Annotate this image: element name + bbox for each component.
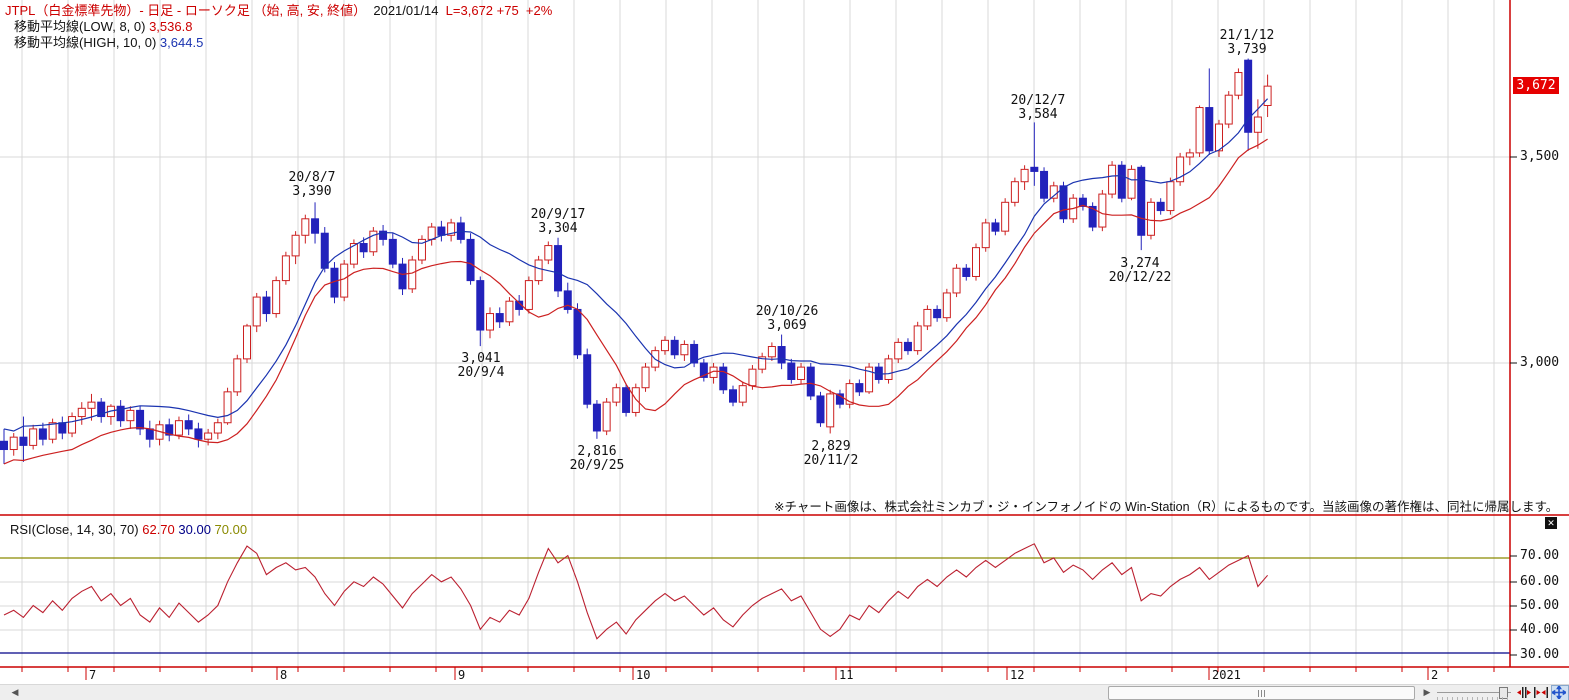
price-annotation: 21/1/12 3,739 (1220, 28, 1275, 57)
ma-low-value: 3,536.8 (149, 19, 193, 34)
quote-summary: L=3,672 +75 +2% (445, 3, 553, 18)
ma-high-legend: 移動平均線(HIGH, 10, 0) 3,644.5 (14, 35, 203, 51)
month-label: 2 (1431, 668, 1439, 682)
ma-high-value: 3,644.5 (159, 35, 204, 50)
scroll-right-icon[interactable]: ▶ (1423, 687, 1431, 697)
rsi-close-icon[interactable]: ✕ (1545, 517, 1557, 529)
chart-title-bar: JTPL（白金標準先物）- 日足 - ローソク足 （始, 高, 安, 終値） 2… (5, 3, 552, 19)
month-label: 9 (458, 668, 466, 682)
decrease-bar-width-icon[interactable] (1516, 685, 1532, 700)
price-tick-label: 3,500 (1520, 149, 1560, 164)
price-annotation: 20/8/7 3,390 (289, 170, 336, 199)
instrument-title: JTPL（白金標準先物）- 日足 - ローソク足 （始, 高, 安, 終値） (5, 3, 367, 18)
candlestick-chart: 20/8/7 3,390 20/9/17 3,304 3,041 20/9/4 2,816 2… (0, 0, 1569, 680)
month-label: 2021 (1212, 668, 1241, 682)
price-annotation: 3,041 20/9/4 (458, 351, 505, 380)
price-annotation: 2,829 20/11/2 (804, 439, 859, 468)
price-annotation: 20/12/7 3,584 (1011, 93, 1066, 122)
price-annotation: 2,816 20/9/25 (570, 444, 625, 473)
increase-bar-width-icon[interactable] (1533, 685, 1549, 700)
rsi-label: RSI(Close, 14, 30, 70) (10, 522, 143, 537)
rsi-overbought-value: 70.00 (210, 522, 248, 537)
crosshair-mode-icon[interactable] (1550, 684, 1569, 700)
last-price-tag: 3,672 (1513, 77, 1559, 94)
month-label: 11 (839, 668, 854, 682)
price-tick-label: 3,000 (1520, 355, 1560, 370)
rsi-oversold-value: 30.00 (174, 522, 211, 537)
month-label: 10 (636, 668, 651, 682)
rsi-legend: RSI(Close, 14, 30, 70) 62.70 30.00 70.00 (10, 522, 247, 537)
month-label: 7 (89, 668, 97, 682)
horizontal-scrollbar[interactable]: ◀ ▶ (0, 684, 1569, 700)
price-annotation: 20/10/26 3,069 (756, 304, 819, 333)
slider-ruler (1437, 697, 1511, 700)
price-annotation: 3,274 20/12/22 (1109, 256, 1172, 285)
price-annotation: 20/9/17 3,304 (531, 207, 586, 236)
rsi-tick-label: 60.00 (1520, 574, 1560, 589)
rsi-value: 62.70 (142, 522, 175, 537)
copyright-notice: ※チャート画像は、株式会社ミンカブ・ジ・インフォノイドの Win-Station… (774, 500, 1559, 514)
rsi-tick-label: 30.00 (1520, 647, 1560, 662)
scroll-left-icon[interactable]: ◀ (11, 687, 19, 697)
quote-date: 2021/01/14 (373, 3, 439, 18)
rsi-tick-label: 50.00 (1520, 598, 1560, 613)
time-zoom-slider[interactable] (1437, 685, 1513, 700)
ma-low-label: 移動平均線(LOW, 8, 0) (14, 19, 150, 34)
month-label: 8 (280, 668, 288, 682)
slider-track (1437, 692, 1511, 693)
rsi-tick-label: 40.00 (1520, 622, 1560, 637)
ma-high-label: 移動平均線(HIGH, 10, 0) (14, 35, 160, 50)
rsi-tick-label: 70.00 (1520, 548, 1560, 563)
scrollbar-thumb[interactable] (1108, 686, 1415, 700)
ma-low-legend: 移動平均線(LOW, 8, 0) 3,536.8 (14, 19, 192, 35)
month-label: 12 (1010, 668, 1025, 682)
